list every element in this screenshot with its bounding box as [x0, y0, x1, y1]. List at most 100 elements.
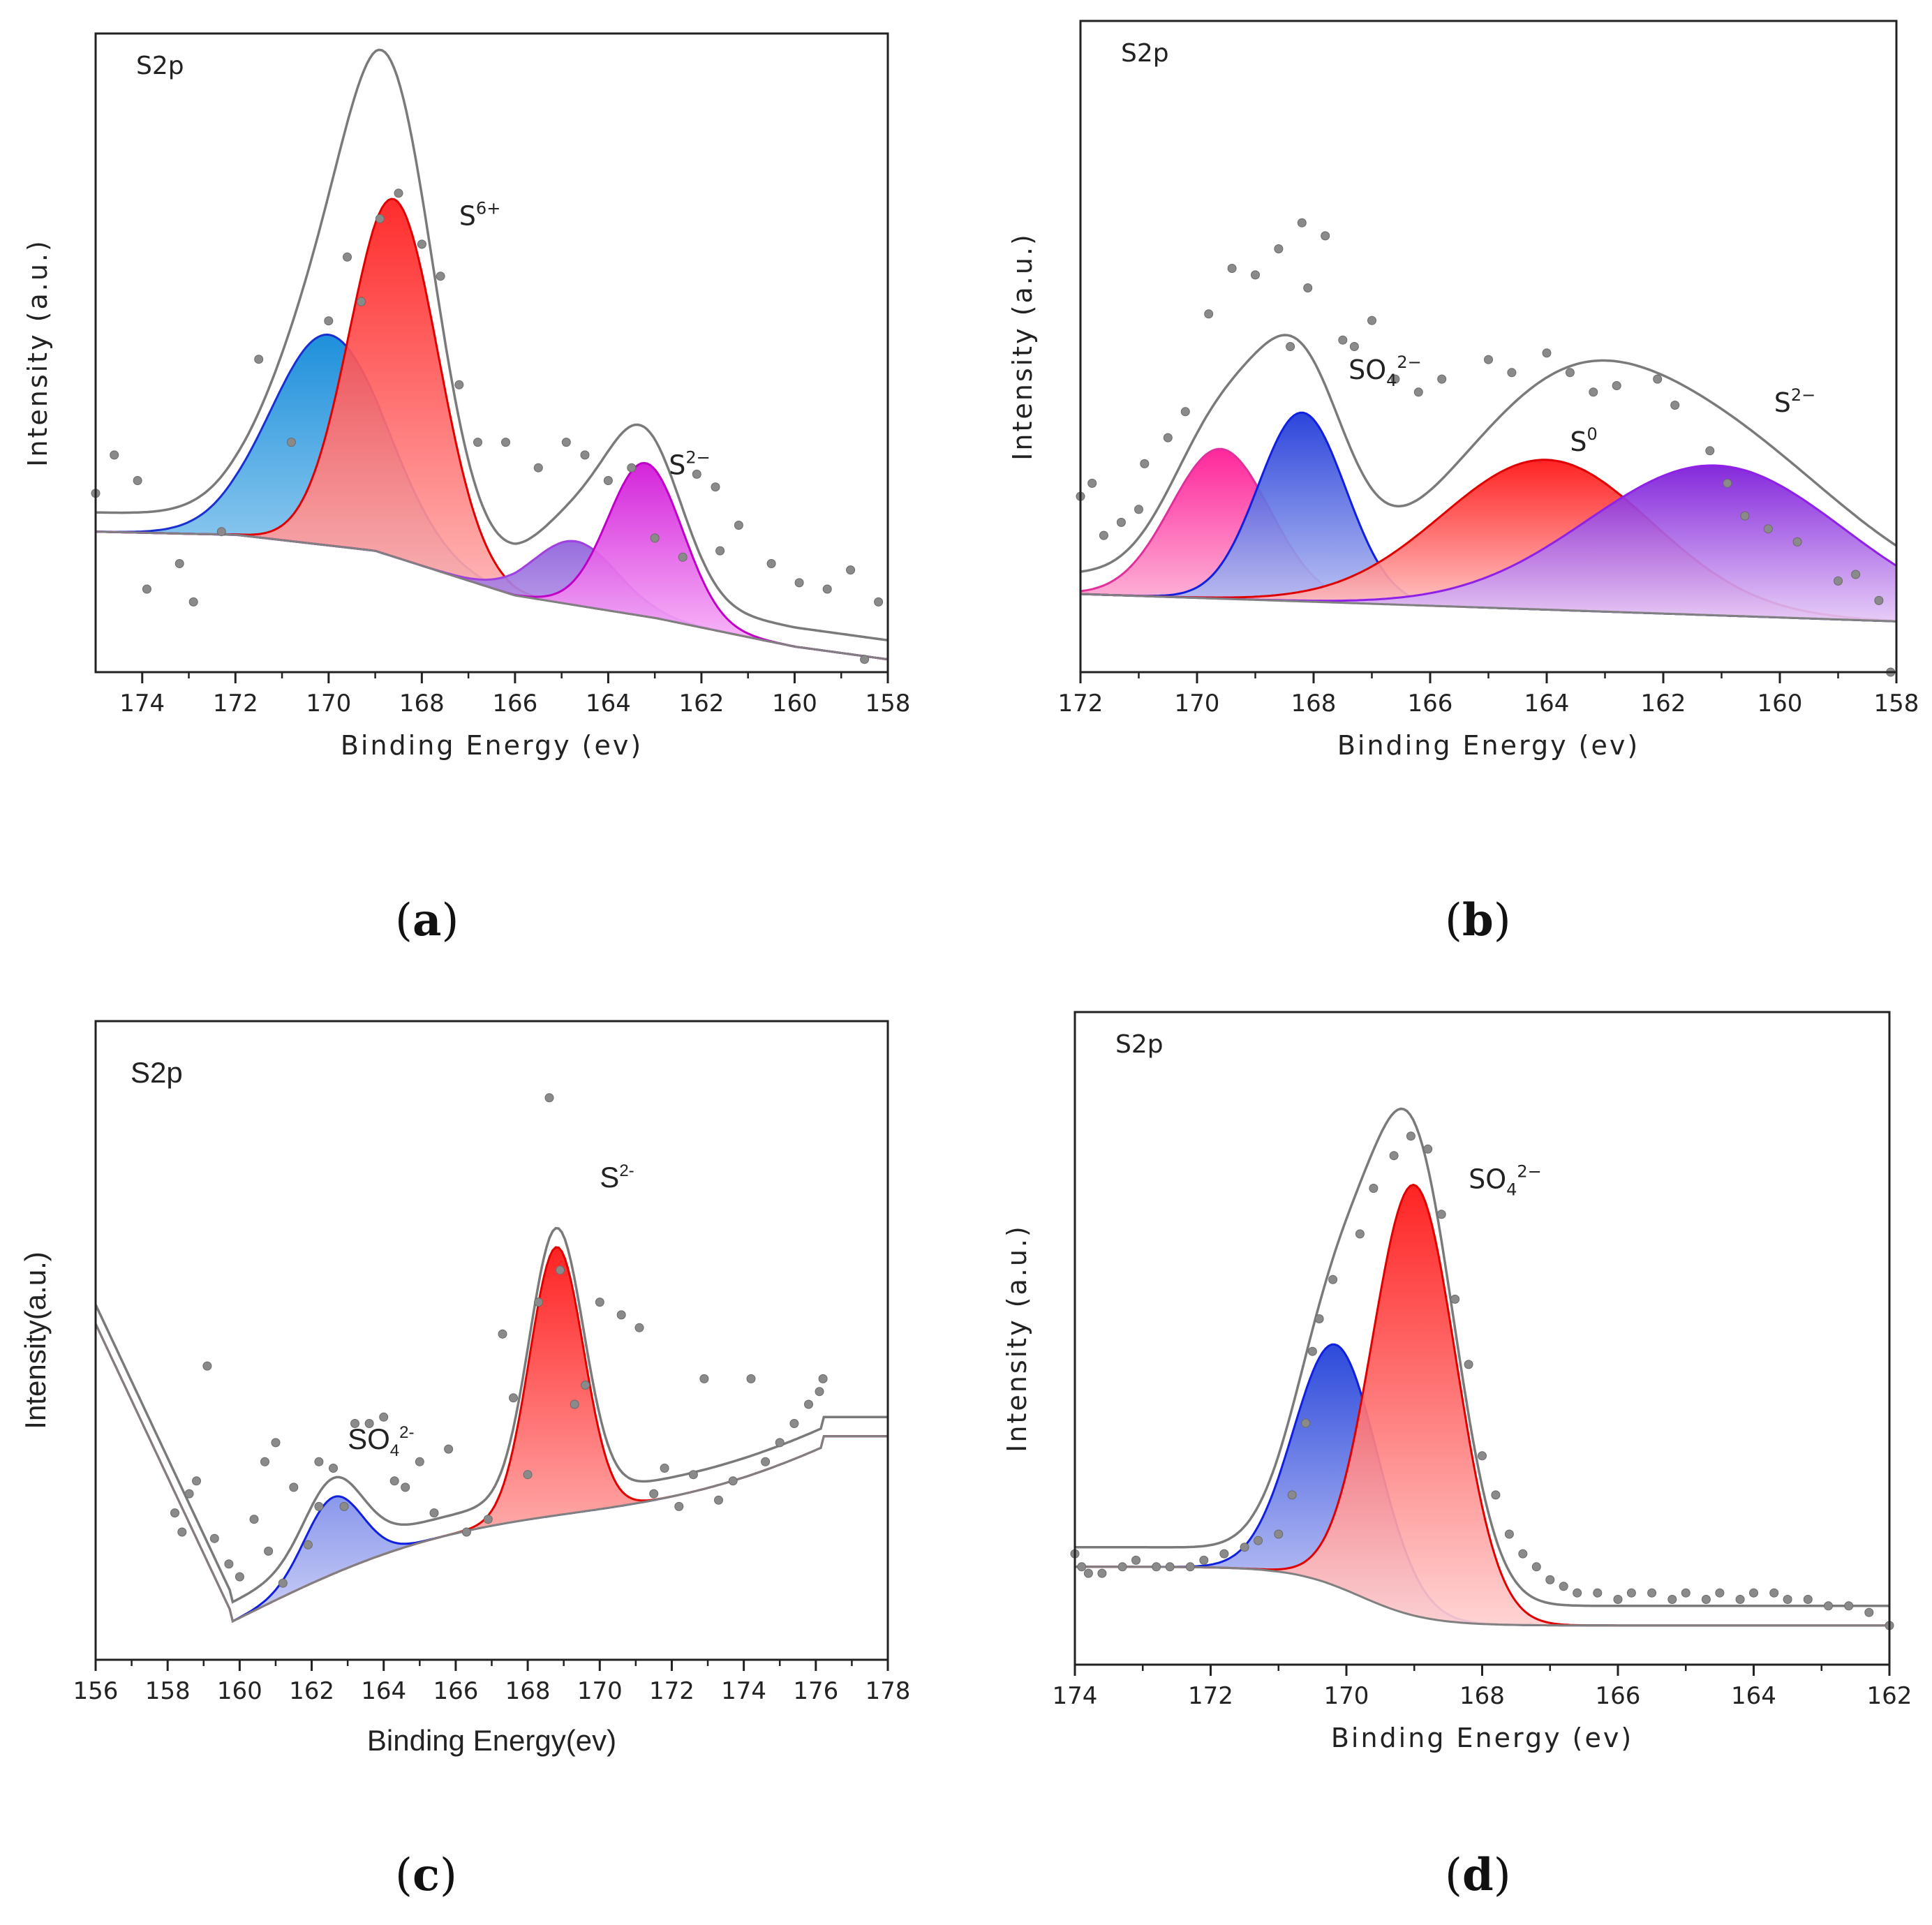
- data-point: [1134, 505, 1143, 514]
- data-point: [1491, 1490, 1501, 1500]
- panel-label-c: (c): [395, 1849, 457, 1901]
- data-point: [822, 584, 832, 594]
- x-tick-label: 162: [1867, 1682, 1912, 1710]
- data-point: [216, 527, 226, 537]
- data-point: [1613, 1595, 1623, 1604]
- plot-frame: [94, 32, 889, 674]
- peak-area: [96, 199, 888, 660]
- data-point: [1240, 1543, 1249, 1552]
- data-point: [1301, 1418, 1311, 1428]
- data-point: [570, 1399, 579, 1409]
- data-point: [1518, 1549, 1528, 1559]
- data-point: [715, 546, 725, 556]
- data-point: [746, 1374, 756, 1383]
- chart-panel-c: 156 158 160 162 164 166 168 170 172 174 176 178 Bind…: [19, 1020, 910, 1757]
- data-point: [202, 1361, 212, 1371]
- peak-annotation: S6+: [459, 199, 501, 232]
- data-point: [561, 438, 571, 447]
- data-point: [616, 1310, 626, 1320]
- data-point: [1163, 433, 1173, 443]
- data-point: [429, 1508, 439, 1518]
- data-point: [417, 239, 426, 249]
- data-point: [254, 355, 264, 364]
- data-point: [444, 1444, 454, 1454]
- data-point: [678, 552, 688, 562]
- background-line: [94, 1323, 888, 1623]
- data-point: [711, 482, 720, 492]
- x-tick-label: 170: [306, 690, 351, 718]
- data-point: [1321, 231, 1330, 241]
- data-point: [188, 597, 198, 607]
- x-tick-label: 172: [1058, 690, 1104, 718]
- data-point: [249, 1515, 259, 1524]
- data-point: [544, 1093, 554, 1103]
- data-point: [461, 1527, 471, 1537]
- data-point: [761, 1457, 771, 1466]
- x-tick-label: 172: [649, 1677, 694, 1705]
- data-point: [1369, 1184, 1379, 1193]
- peak-area: [1075, 1184, 1889, 1626]
- x-tick-label: 164: [586, 690, 631, 718]
- data-point: [1874, 595, 1884, 605]
- x-tick-label: 164: [1731, 1682, 1776, 1710]
- data-point: [860, 655, 870, 664]
- background-line: [1075, 1566, 1889, 1627]
- data-point: [1783, 1595, 1792, 1604]
- panel-label-a: (a): [395, 894, 459, 946]
- peak-line: [95, 198, 889, 661]
- data-point: [1573, 1588, 1582, 1598]
- x-tick-label: 166: [1408, 690, 1453, 718]
- data-point: [556, 1265, 565, 1275]
- data-point: [1589, 387, 1598, 397]
- data-point: [1349, 342, 1359, 351]
- data-point: [634, 1323, 644, 1332]
- data-point: [357, 297, 366, 306]
- peak-area: [1080, 465, 1896, 622]
- data-point: [846, 565, 856, 575]
- data-point: [133, 476, 142, 485]
- envelope-line: [1075, 1107, 1889, 1607]
- data-point: [789, 1419, 799, 1428]
- x-tick-label: 168: [399, 690, 445, 718]
- data-point: [1117, 1562, 1127, 1572]
- data-point: [1735, 1595, 1745, 1604]
- data-point: [509, 1393, 518, 1403]
- data-point: [286, 438, 296, 447]
- peak-area: [96, 463, 888, 660]
- peak-annotation: SO42-: [348, 1422, 414, 1460]
- data-point: [314, 1501, 324, 1511]
- peak-area: [96, 334, 888, 660]
- y-axis-label: Intensity (a.u.): [1007, 232, 1038, 461]
- x-axis-label: Binding Energy(ev): [367, 1724, 616, 1757]
- peak-annotation: S2−: [1774, 385, 1816, 418]
- data-point: [1219, 1549, 1229, 1559]
- data-point: [1204, 309, 1214, 319]
- x-tick-label: 174: [1053, 1682, 1098, 1710]
- x-tick-label: 156: [73, 1677, 119, 1705]
- data-point: [324, 316, 334, 326]
- x-tick-label: 170: [1324, 1682, 1369, 1710]
- data-point: [1185, 1562, 1195, 1572]
- data-point: [1647, 1588, 1657, 1598]
- peak-annotation: S0: [1570, 424, 1597, 457]
- data-point: [1131, 1555, 1140, 1565]
- x-axis-label: Binding Energy (ev): [341, 730, 643, 761]
- x-tick-label: 160: [217, 1677, 262, 1705]
- data-point: [375, 214, 385, 223]
- data-point: [364, 1419, 374, 1428]
- chart-title: S2p: [131, 1056, 183, 1089]
- data-point: [260, 1457, 269, 1466]
- data-point: [1423, 1144, 1433, 1154]
- data-point: [1749, 1588, 1758, 1598]
- chart-panel-a: 174 172 170 168 166 164 162 160 158 Binding Energ…: [22, 32, 910, 761]
- data-point: [603, 476, 613, 485]
- x-tick-label: 172: [213, 690, 258, 718]
- data-point: [209, 1533, 219, 1543]
- data-point: [1705, 446, 1715, 456]
- chart-title: S2p: [1115, 1030, 1164, 1059]
- x-tick-label: 158: [145, 1677, 191, 1705]
- data-point: [581, 1381, 590, 1390]
- chart-panel-b: 172 170 168 166 164 162 160 158 Binding Energy (…: [1007, 20, 1919, 761]
- data-point: [394, 188, 403, 198]
- data-point: [498, 1329, 507, 1339]
